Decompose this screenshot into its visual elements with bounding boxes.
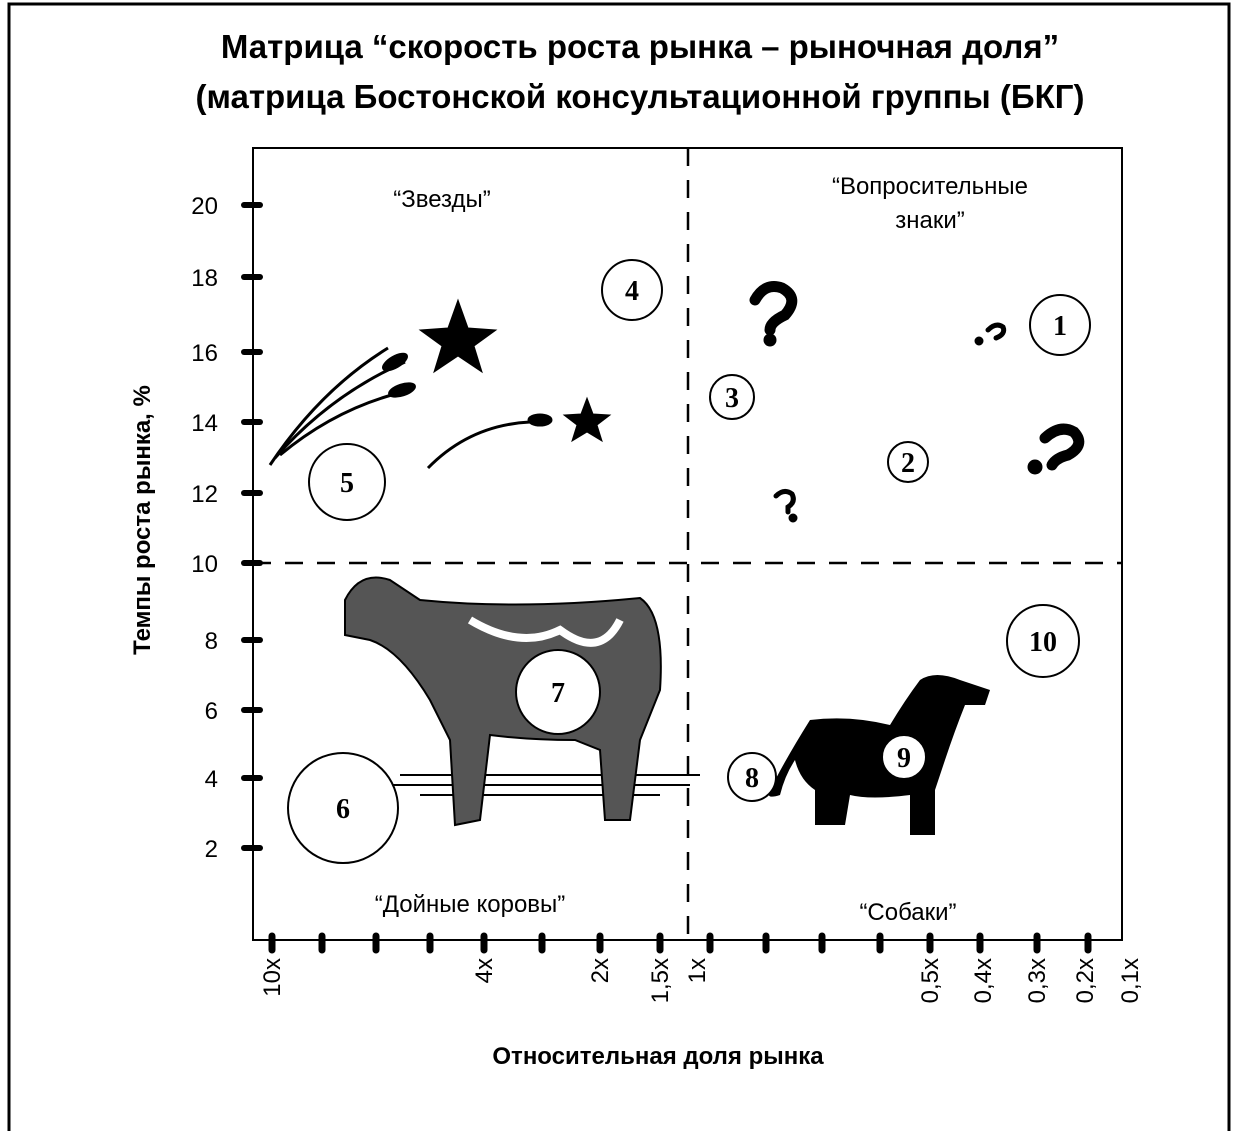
x-tick-label: 0,1x [1117, 958, 1144, 1003]
y-axis-label: Темпы роста рынка, % [129, 385, 156, 655]
bubble-label: 1 [1053, 311, 1067, 342]
bubble-label: 9 [897, 743, 911, 774]
bubble-label: 7 [551, 678, 565, 709]
x-axis-label: Относительная доля рынка [492, 1043, 824, 1070]
x-tick-label: 1x [684, 958, 711, 983]
dog [769, 675, 990, 835]
quadrant-label: “Собаки” [859, 899, 956, 926]
bubble-label: 4 [625, 276, 639, 307]
x-tick-label: 0,5x [917, 958, 944, 1003]
bubble-label: 8 [745, 763, 759, 794]
title-line: (матрица Бостонской консультационной гру… [196, 78, 1085, 115]
quadrant-label: “Дойные коровы” [375, 891, 566, 918]
quadrant-label: знаки” [895, 207, 965, 234]
y-tick-label: 14 [191, 410, 218, 437]
y-tick-label: 18 [191, 265, 218, 292]
comets [270, 300, 610, 468]
bubble-label: 6 [336, 794, 350, 825]
x-tick-label: 10x [259, 958, 286, 997]
x-tick-label: 0,3x [1024, 958, 1051, 1003]
bubble-label: 5 [340, 468, 354, 499]
quadrant-label: “Вопросительные [832, 173, 1028, 200]
bubble-label: 2 [901, 448, 915, 479]
bcg-matrix: Матрица “скорость роста рынка – рыночная… [0, 0, 1237, 1131]
y-tick-label: 6 [205, 698, 218, 725]
y-tick-label: 20 [191, 193, 218, 220]
y-tick-label: 12 [191, 481, 218, 508]
y-tick-label: 16 [191, 340, 218, 367]
y-tick-label: 2 [205, 836, 218, 863]
title-line: Матрица “скорость роста рынка – рыночная… [221, 28, 1059, 65]
y-tick-label: 4 [205, 766, 218, 793]
y-tick-label: 8 [205, 628, 218, 655]
bubble-label: 10 [1029, 627, 1057, 658]
x-tick-label: 4x [471, 958, 498, 983]
x-tick-label: 0,4x [970, 958, 997, 1003]
quadrant-label: “Звезды” [393, 186, 491, 213]
x-tick-label: 1,5x [647, 958, 674, 1003]
x-tick-label: 0,2x [1072, 958, 1099, 1003]
x-tick-label: 2x [587, 958, 614, 983]
bubble-label: 3 [725, 383, 739, 414]
y-tick-label: 10 [191, 551, 218, 578]
